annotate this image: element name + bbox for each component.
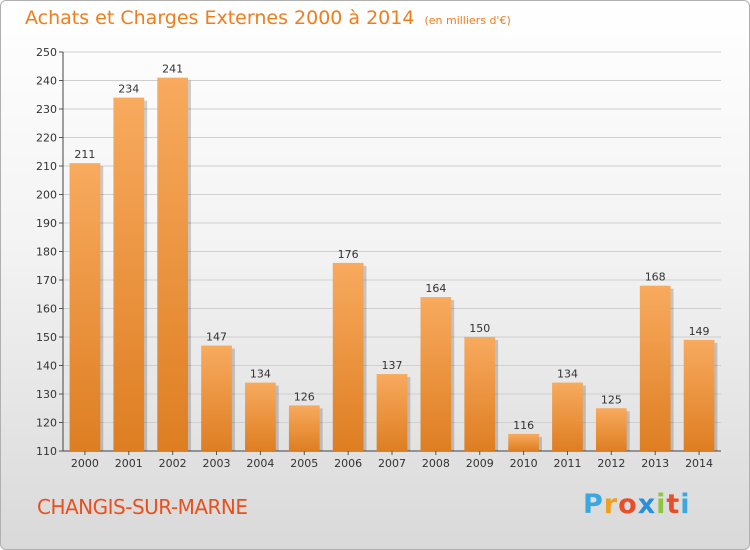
bar-value-label: 241 [162,63,183,76]
bar-value-label: 211 [74,148,95,161]
y-tick-label: 160 [36,303,57,316]
y-tick-label: 180 [36,246,57,259]
bar [245,382,276,451]
y-tick-label: 120 [36,417,57,430]
y-tick-label: 190 [36,217,57,230]
x-tick-label: 2000 [71,457,99,470]
proxiti-logo: Proxiti [583,489,691,520]
x-tick-label: 2014 [685,457,713,470]
chart-title-line: Achats et Charges Externes 2000 à 2014 (e… [25,7,511,29]
logo-letter: i [680,489,691,520]
x-tick-label: 2013 [641,457,669,470]
bar-value-label: 126 [294,390,315,403]
bar-value-label: 125 [601,393,622,406]
bar-value-label: 176 [338,248,359,261]
x-tick-label: 2008 [422,457,450,470]
logo-letter: r [603,489,619,520]
y-tick-label: 250 [36,46,57,59]
bar [508,433,539,451]
bar [595,408,627,451]
y-tick-label: 140 [36,360,57,373]
bar [464,337,496,451]
logo-letter: P [583,489,604,520]
y-tick-label: 220 [36,132,57,145]
x-tick-label: 2010 [510,457,538,470]
x-tick-label: 2005 [290,457,318,470]
y-tick-label: 240 [36,75,57,88]
bar-value-label: 137 [382,359,403,372]
bar [69,163,101,451]
logo-letter: x [637,489,657,520]
chart-subtitle: (en milliers d'€) [424,14,511,27]
y-tick-label: 150 [36,331,57,344]
x-tick-label: 2003 [203,457,231,470]
town-name: CHANGIS-SUR-MARNE [37,495,248,519]
x-tick-label: 2011 [553,457,581,470]
y-tick-label: 110 [36,445,57,458]
bar-value-label: 168 [645,271,666,284]
bar-value-label: 150 [469,322,490,335]
bar [113,97,145,451]
x-tick-label: 2006 [334,457,362,470]
bar-value-label: 116 [513,419,534,432]
bar [420,297,452,451]
y-tick-label: 130 [36,388,57,401]
x-tick-label: 2002 [159,457,187,470]
y-tick-label: 230 [36,103,57,116]
bar-value-label: 164 [425,282,446,295]
bar-value-label: 134 [557,368,578,381]
bar [288,405,320,451]
bar [376,374,408,451]
bar [332,262,364,451]
x-tick-label: 2007 [378,457,406,470]
chart-title: Achats et Charges Externes 2000 à 2014 [25,7,415,29]
x-tick-label: 2004 [246,457,274,470]
x-tick-label: 2001 [115,457,143,470]
bar [683,339,715,451]
bar-value-label: 134 [250,368,271,381]
bar-value-label: 149 [689,325,710,338]
y-tick-label: 170 [36,274,57,287]
x-tick-label: 2012 [597,457,625,470]
bar [552,382,583,451]
x-tick-label: 2009 [466,457,494,470]
bar [201,345,232,451]
y-tick-label: 210 [36,160,57,173]
bar [157,77,189,452]
logo-letter: i [656,489,667,520]
logo-letter: t [666,489,681,520]
bar-value-label: 234 [118,83,139,96]
y-tick-label: 200 [36,189,57,202]
logo-letter: o [618,489,638,520]
bar [639,285,671,451]
bar-value-label: 147 [206,331,227,344]
